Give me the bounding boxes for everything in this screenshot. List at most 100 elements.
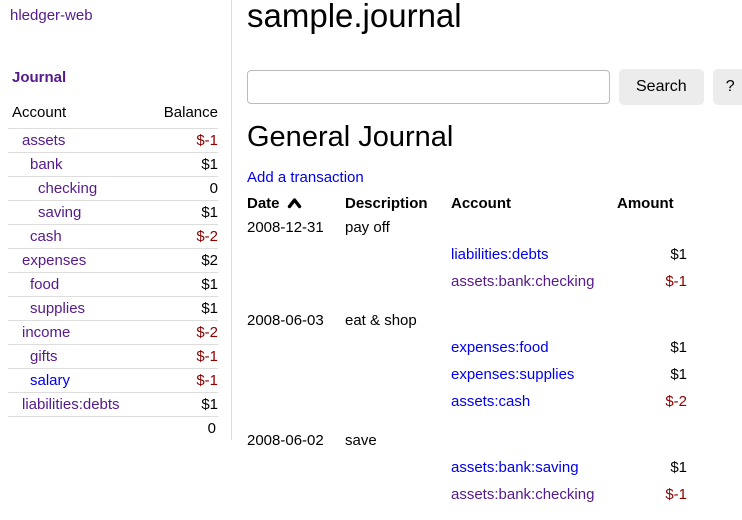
account-balance: $-1: [196, 132, 218, 149]
main-content: sample.journal Search ? General Journal …: [247, 0, 742, 503]
account-balance: $-1: [196, 348, 218, 365]
search-button[interactable]: Search: [619, 69, 704, 105]
sidebar-account-link[interactable]: salary: [30, 372, 71, 389]
account-balance-row: checking 0: [8, 176, 218, 201]
description-column-header: Description: [345, 194, 428, 212]
account-balance-row: gifts $-1: [8, 344, 218, 369]
date-column-label: Date: [247, 194, 280, 212]
empty-cell: [247, 388, 345, 415]
account-balance-row: salary $-1: [8, 368, 218, 393]
search-input[interactable]: [247, 70, 610, 104]
empty-cell: [451, 307, 617, 334]
account-balance: $1: [201, 396, 218, 413]
sidebar-account-link[interactable]: bank: [30, 156, 63, 173]
posting-account-link[interactable]: expenses:food: [451, 339, 549, 356]
posting-amount: $1: [670, 366, 687, 383]
sidebar-account-link[interactable]: supplies: [30, 300, 86, 317]
transaction-row[interactable]: 2008-12-31 pay off: [247, 214, 687, 241]
empty-cell: [247, 268, 345, 295]
account-balance: $1: [201, 276, 218, 293]
empty-cell: [247, 508, 345, 520]
account-balance-row: expenses $2: [8, 248, 218, 273]
empty-cell: [345, 481, 451, 508]
transaction-row[interactable]: 2008-06-02 save: [247, 427, 687, 454]
empty-cell: [247, 454, 345, 481]
empty-cell: [617, 214, 687, 241]
posting-account-link[interactable]: assets:bank:saving: [451, 459, 579, 476]
transaction-description: eat & shop: [345, 312, 417, 329]
amount-column-header: Amount: [617, 194, 674, 212]
register-table: Date Description Account Amount 2008-12-…: [247, 192, 687, 520]
sidebar-account-link[interactable]: expenses: [22, 252, 87, 269]
sidebar-account-link[interactable]: income: [22, 324, 71, 341]
account-balance-row: supplies $1: [8, 296, 218, 321]
account-cell: expenses: [8, 249, 146, 273]
posting-row: assets:cash $-2: [247, 388, 687, 415]
account-column-header: Account: [12, 104, 67, 121]
sidebar-account-link[interactable]: assets: [22, 132, 66, 149]
account-cell: supplies: [8, 297, 146, 321]
account-balance: 0: [209, 180, 218, 197]
account-balance-row: income $-2: [8, 320, 218, 345]
account-cell: bank: [8, 153, 146, 177]
sidebar-account-link[interactable]: checking: [38, 180, 98, 197]
transaction-description: pay off: [345, 219, 390, 236]
brand-link[interactable]: hledger-web: [10, 7, 93, 24]
total-row-spacer: [8, 417, 146, 441]
account-cell: saving: [8, 201, 146, 225]
transaction-description: save: [345, 432, 377, 449]
account-balance: $-2: [196, 324, 218, 341]
posting-amount: $1: [670, 339, 687, 356]
account-balance: $-1: [196, 372, 218, 389]
posting-account-link[interactable]: expenses:supplies: [451, 366, 575, 383]
transaction-date: 2008-06-02: [247, 432, 324, 449]
add-transaction-link[interactable]: Add a transaction: [247, 169, 364, 186]
date-column-header[interactable]: Date: [247, 192, 345, 214]
empty-cell: [247, 241, 345, 268]
empty-cell: [451, 427, 617, 454]
sidebar-account-link[interactable]: saving: [38, 204, 82, 221]
posting-account-cell: assets:cash: [451, 388, 617, 415]
empty-cell: [247, 415, 345, 427]
account-balance-row: bank $1: [8, 152, 218, 177]
transaction-spacer-row: [247, 508, 687, 520]
account-balance-row: liabilities:debts $1: [8, 392, 218, 417]
posting-amount: $-2: [665, 393, 687, 410]
transaction-date: 2008-06-03: [247, 312, 324, 329]
sidebar: hledger-web Journal Account Balance asse…: [0, 0, 232, 440]
posting-account-link[interactable]: assets:bank:checking: [451, 486, 595, 503]
sidebar-account-link[interactable]: gifts: [30, 348, 58, 365]
account-cell: food: [8, 273, 146, 297]
empty-cell: [345, 334, 451, 361]
empty-cell: [247, 334, 345, 361]
register-header-row: Date Description Account Amount: [247, 192, 687, 214]
journal-heading: General Journal: [247, 121, 454, 153]
posting-account-link[interactable]: liabilities:debts: [451, 246, 549, 263]
posting-account-cell: liabilities:debts: [451, 241, 617, 268]
account-balance: $1: [201, 204, 218, 221]
sidebar-item-journal[interactable]: Journal: [12, 69, 67, 86]
balances-header-row: Account Balance: [8, 100, 218, 129]
posting-row: assets:bank:saving $1: [247, 454, 687, 481]
posting-account-cell: assets:bank:checking: [451, 268, 617, 295]
account-balance-row: food $1: [8, 272, 218, 297]
transaction-row[interactable]: 2008-06-03 eat & shop: [247, 307, 687, 334]
sort-ascending-icon: [287, 197, 301, 208]
sidebar-account-link[interactable]: liabilities:debts: [22, 396, 120, 413]
page-title: sample.journal: [247, 0, 462, 34]
posting-account-cell: expenses:food: [451, 334, 617, 361]
posting-account-link[interactable]: assets:cash: [451, 393, 531, 410]
account-cell: cash: [8, 225, 146, 249]
account-cell: salary: [8, 369, 146, 393]
sidebar-account-link[interactable]: cash: [30, 228, 62, 245]
sidebar-account-link[interactable]: food: [30, 276, 60, 293]
search-help-button[interactable]: ?: [712, 69, 742, 105]
transaction-spacer-row: [247, 415, 687, 427]
posting-account-cell: assets:bank:checking: [451, 481, 617, 508]
empty-cell: [617, 427, 687, 454]
balance-column-header: Balance: [163, 104, 218, 121]
empty-cell: [345, 454, 451, 481]
empty-cell: [345, 268, 451, 295]
posting-account-link[interactable]: assets:bank:checking: [451, 273, 595, 290]
account-balance: $1: [201, 156, 218, 173]
